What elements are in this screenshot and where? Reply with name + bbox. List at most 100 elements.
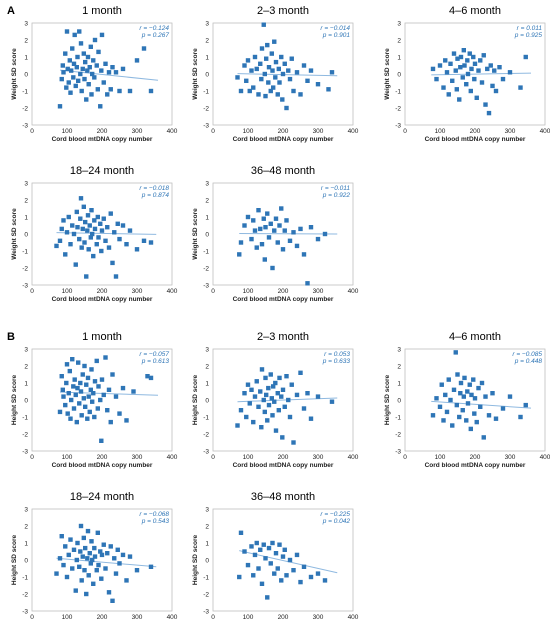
data-point: [458, 391, 463, 396]
data-point: [85, 213, 91, 218]
data-point: [256, 404, 261, 409]
data-point: [238, 240, 244, 245]
data-point: [437, 63, 443, 68]
y-tick-label: 3: [24, 506, 28, 513]
data-point: [117, 236, 122, 242]
x-axis-label: Cord blood mtDNA copy number: [52, 462, 153, 469]
data-point: [472, 76, 477, 82]
data-point: [237, 252, 242, 257]
data-point: [259, 425, 264, 430]
y-axis-label: Height SD score: [192, 375, 199, 426]
data-point: [94, 568, 99, 573]
data-point: [272, 228, 277, 233]
data-point: [99, 552, 105, 558]
data-point: [145, 374, 150, 379]
data-point: [75, 385, 80, 391]
data-point: [99, 228, 105, 233]
data-point: [101, 80, 106, 85]
data-point: [78, 71, 83, 77]
data-point: [256, 92, 261, 97]
x-tick-label: 100: [243, 454, 254, 461]
data-point: [481, 435, 486, 440]
data-point: [273, 75, 278, 80]
data-point: [262, 257, 267, 262]
data-point: [265, 418, 270, 423]
data-point: [430, 413, 436, 418]
data-point: [67, 368, 72, 374]
x-tick-label: 0: [403, 128, 407, 135]
r-value: r = −0.014: [320, 25, 350, 32]
data-point: [110, 372, 115, 377]
y-tick-label: -1: [22, 248, 28, 255]
data-point: [78, 41, 84, 46]
y-tick-label: -3: [22, 608, 28, 615]
data-point: [124, 418, 129, 423]
plot-title: 4–6 month: [449, 331, 501, 343]
y-tick-label: 0: [205, 557, 209, 564]
data-point: [308, 416, 314, 421]
data-point: [117, 561, 122, 566]
data-point: [103, 355, 108, 360]
data-point: [101, 542, 106, 547]
y-tick-label: -2: [203, 265, 209, 272]
plot-3-1: 36–48 month -3 -2 -1 0 1 2 3 0 100 200 300 400 Height…: [192, 491, 359, 619]
data-point: [455, 56, 460, 61]
data-point: [277, 80, 282, 85]
x-tick-label: 400: [540, 454, 550, 461]
y-tick-label: 3: [205, 20, 209, 27]
data-point: [103, 238, 108, 243]
data-point: [92, 545, 97, 551]
y-tick-label: -1: [203, 88, 209, 95]
x-tick-label: 0: [30, 454, 34, 461]
data-point: [89, 367, 94, 372]
plot-title: 2–3 month: [257, 331, 309, 343]
y-tick-label: -1: [203, 248, 209, 255]
data-point: [305, 391, 310, 396]
data-point: [262, 71, 267, 77]
data-point: [105, 92, 110, 97]
data-point: [106, 590, 112, 595]
data-point: [73, 262, 78, 267]
data-point: [465, 58, 470, 63]
data-point: [54, 243, 59, 249]
data-point: [64, 380, 69, 386]
x-tick-label: 400: [167, 454, 178, 461]
axis-frame: [31, 22, 173, 126]
axis-frame: [212, 348, 354, 452]
y-tick-label: -3: [395, 448, 401, 455]
data-point: [92, 414, 97, 420]
data-point: [497, 65, 502, 70]
data-point: [63, 252, 68, 257]
data-point: [465, 401, 471, 406]
data-point: [117, 88, 122, 94]
data-point: [75, 225, 80, 230]
data-point: [71, 75, 76, 80]
data-point: [474, 419, 479, 425]
data-point: [252, 552, 258, 558]
data-point: [113, 571, 119, 576]
data-point: [507, 70, 513, 75]
data-point: [298, 370, 303, 375]
data-point: [263, 225, 268, 230]
data-point: [273, 59, 279, 65]
data-point: [84, 591, 89, 597]
data-point: [110, 260, 115, 266]
data-point: [124, 242, 129, 247]
data-point: [476, 385, 481, 391]
data-point: [453, 350, 458, 355]
data-point: [461, 394, 466, 399]
plot-title: 18–24 month: [70, 165, 134, 177]
data-point: [266, 235, 272, 240]
x-tick-label: 300: [505, 454, 516, 461]
y-axis-label: Height SD score: [192, 535, 199, 586]
data-point: [486, 413, 492, 418]
data-point: [69, 68, 74, 73]
y-tick-label: 2: [397, 37, 401, 44]
data-point: [308, 68, 314, 73]
data-point: [280, 554, 286, 559]
data-point: [115, 547, 120, 552]
data-point: [271, 384, 276, 389]
data-point: [308, 574, 314, 580]
data-point: [329, 70, 335, 75]
data-point: [83, 545, 88, 551]
